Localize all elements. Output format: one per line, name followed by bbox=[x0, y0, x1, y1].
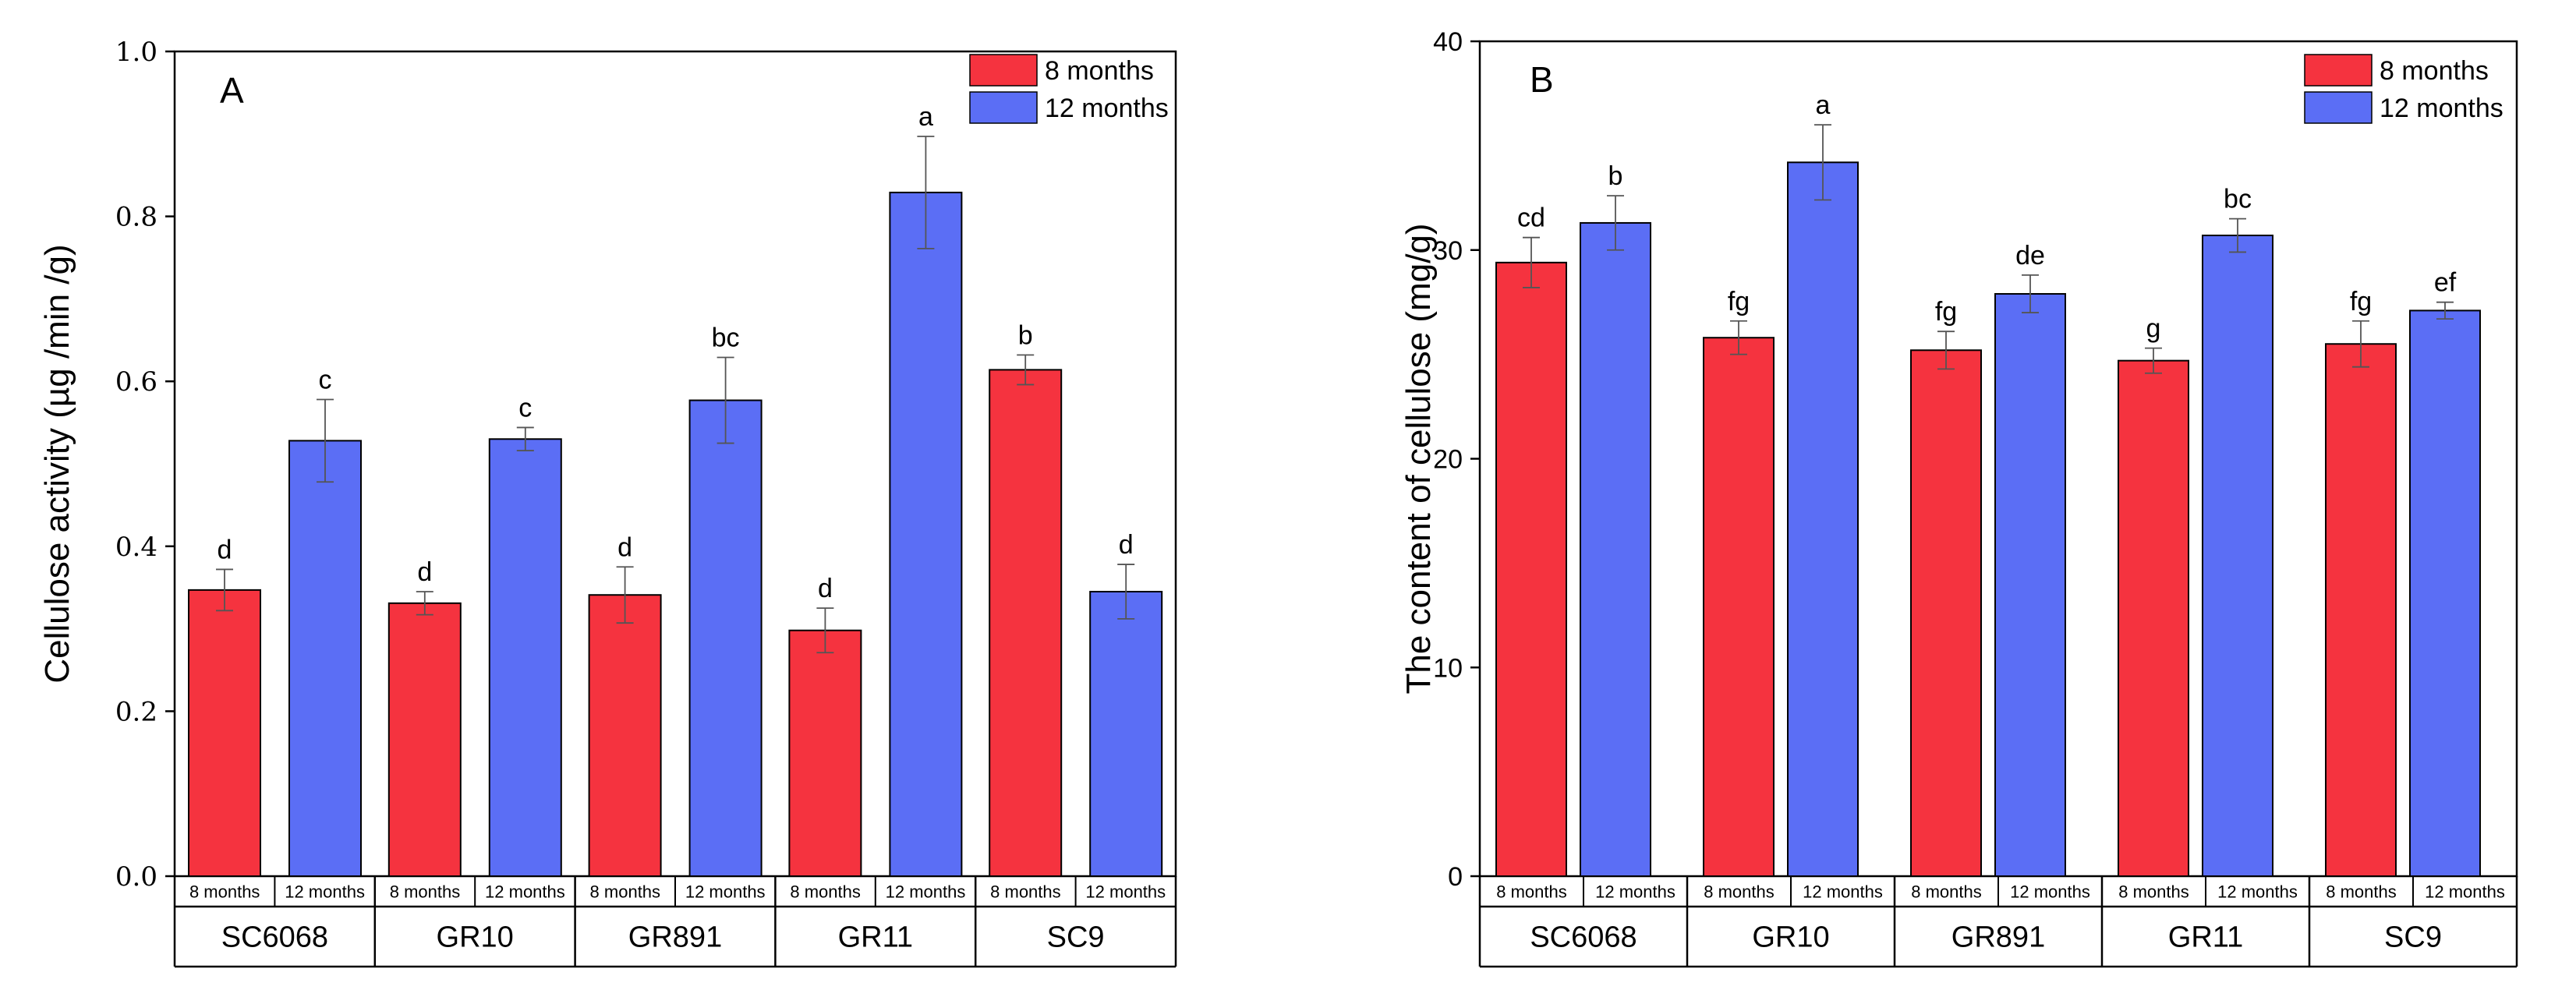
bar bbox=[688, 399, 763, 877]
y-tick-label: 30 bbox=[1433, 236, 1463, 266]
bar bbox=[1787, 161, 1859, 878]
significance-letter: fg bbox=[1728, 287, 1750, 316]
y-tick-label: 0 bbox=[1448, 862, 1463, 892]
significance-letter: c bbox=[319, 365, 332, 394]
month-label: 12 months bbox=[886, 882, 966, 902]
bar bbox=[1089, 590, 1163, 877]
chart-svg: 0.0 0.2 0.4 0.6 0.8 1.0 Cellulose activity (µg… bbox=[38, 37, 1177, 968]
category-label: SC6068 bbox=[221, 921, 328, 954]
y-tick-label: 0.8 bbox=[115, 202, 157, 233]
month-label: 12 months bbox=[685, 882, 766, 902]
bar bbox=[2118, 359, 2189, 878]
bar bbox=[989, 369, 1063, 877]
significance-letter: fg bbox=[1935, 297, 1957, 327]
chart-panel-b: 0 10 20 30 40 The content of cellulose (mg/g)… bbox=[1288, 0, 2576, 997]
category-label: GR11 bbox=[838, 921, 913, 954]
legend-swatch bbox=[2304, 91, 2373, 124]
month-label: 8 months bbox=[790, 882, 861, 902]
bar bbox=[2409, 309, 2481, 877]
bar bbox=[1994, 292, 2066, 878]
category-label: SC9 bbox=[1047, 921, 1105, 954]
significance-letter: cd bbox=[1517, 203, 1545, 233]
y-tick-label: 40 bbox=[1433, 27, 1463, 57]
significance-letter: fg bbox=[2350, 287, 2372, 316]
significance-letter: bc bbox=[2224, 185, 2252, 214]
category-label: GR11 bbox=[2168, 921, 2243, 954]
chart-svg: 0 10 20 30 40 The content of cellulose (mg/g)… bbox=[1399, 27, 2518, 968]
legend-label: 8 months bbox=[2380, 56, 2489, 86]
bar bbox=[1495, 261, 1567, 877]
significance-letter: c bbox=[518, 393, 532, 422]
category-label: GR10 bbox=[437, 921, 514, 954]
y-tick-label: 0.0 bbox=[115, 861, 157, 893]
month-label: 8 months bbox=[1911, 882, 1982, 902]
legend-label: 12 months bbox=[1045, 94, 1169, 123]
significance-letter: d bbox=[818, 574, 833, 603]
category-label: SC9 bbox=[2384, 921, 2442, 954]
y-axis-label: Cellulose activity (µg /min /g) bbox=[38, 244, 76, 683]
significance-letter: b bbox=[1608, 161, 1623, 191]
significance-letter: d bbox=[617, 532, 632, 562]
month-label: 8 months bbox=[590, 882, 661, 902]
bar bbox=[1703, 337, 1775, 877]
chart-panel-a: 0.0 0.2 0.4 0.6 0.8 1.0 Cellulose activity (µg… bbox=[38, 37, 1177, 968]
category-label: GR891 bbox=[628, 921, 722, 954]
month-label: 8 months bbox=[1704, 882, 1775, 902]
bar bbox=[2325, 343, 2397, 877]
month-label: 12 months bbox=[485, 882, 565, 902]
significance-letter: de bbox=[2015, 241, 2045, 270]
significance-letter: d bbox=[1119, 530, 1134, 560]
month-label: 12 months bbox=[1085, 882, 1166, 902]
month-label: 12 months bbox=[1803, 882, 1883, 902]
legend-swatch bbox=[969, 91, 1038, 124]
significance-letter: a bbox=[918, 102, 933, 132]
y-tick-label: 0.6 bbox=[115, 366, 157, 398]
significance-letter: a bbox=[1816, 90, 1831, 120]
month-label: 8 months bbox=[990, 882, 1061, 902]
bar bbox=[387, 602, 462, 877]
significance-letter: bc bbox=[712, 323, 740, 353]
category-label: SC6068 bbox=[1530, 921, 1637, 954]
panel-label: B bbox=[1530, 59, 1554, 100]
category-label: GR891 bbox=[1951, 921, 2045, 954]
month-label: 12 months bbox=[2217, 882, 2298, 902]
significance-letter: b bbox=[1018, 320, 1033, 350]
panel-label: A bbox=[220, 70, 244, 111]
legend-label: 8 months bbox=[1045, 56, 1154, 86]
bar bbox=[188, 589, 261, 878]
legend-swatch bbox=[2304, 54, 2373, 87]
month-label: 8 months bbox=[2326, 882, 2397, 902]
month-label: 12 months bbox=[285, 882, 365, 902]
y-tick-label: 0.2 bbox=[115, 696, 157, 727]
bar bbox=[889, 191, 963, 877]
bar bbox=[1910, 349, 1982, 877]
significance-letter: d bbox=[417, 557, 432, 587]
month-label: 8 months bbox=[189, 882, 260, 902]
y-tick-label: 1.0 bbox=[115, 37, 157, 68]
month-label: 12 months bbox=[1595, 882, 1675, 902]
significance-letter: d bbox=[218, 535, 232, 564]
bar bbox=[588, 594, 662, 877]
month-label: 8 months bbox=[2118, 882, 2189, 902]
bar bbox=[488, 438, 562, 877]
y-tick-label: 0.4 bbox=[115, 532, 157, 563]
y-tick-label: 10 bbox=[1433, 653, 1463, 683]
legend-label: 12 months bbox=[2380, 94, 2503, 123]
significance-letter: g bbox=[2146, 314, 2161, 344]
bar bbox=[1580, 221, 1651, 877]
bar bbox=[788, 629, 862, 877]
bar bbox=[2202, 235, 2273, 877]
legend-swatch bbox=[969, 54, 1038, 87]
category-label: GR10 bbox=[1752, 921, 1829, 954]
y-axis-label: The content of cellulose (mg/g) bbox=[1399, 223, 1438, 694]
month-label: 8 months bbox=[390, 882, 461, 902]
month-label: 8 months bbox=[1496, 882, 1567, 902]
month-label: 12 months bbox=[2425, 882, 2505, 902]
significance-letter: ef bbox=[2434, 268, 2457, 298]
month-label: 12 months bbox=[2010, 882, 2090, 902]
bar bbox=[288, 440, 362, 877]
y-tick-label: 20 bbox=[1433, 445, 1463, 475]
